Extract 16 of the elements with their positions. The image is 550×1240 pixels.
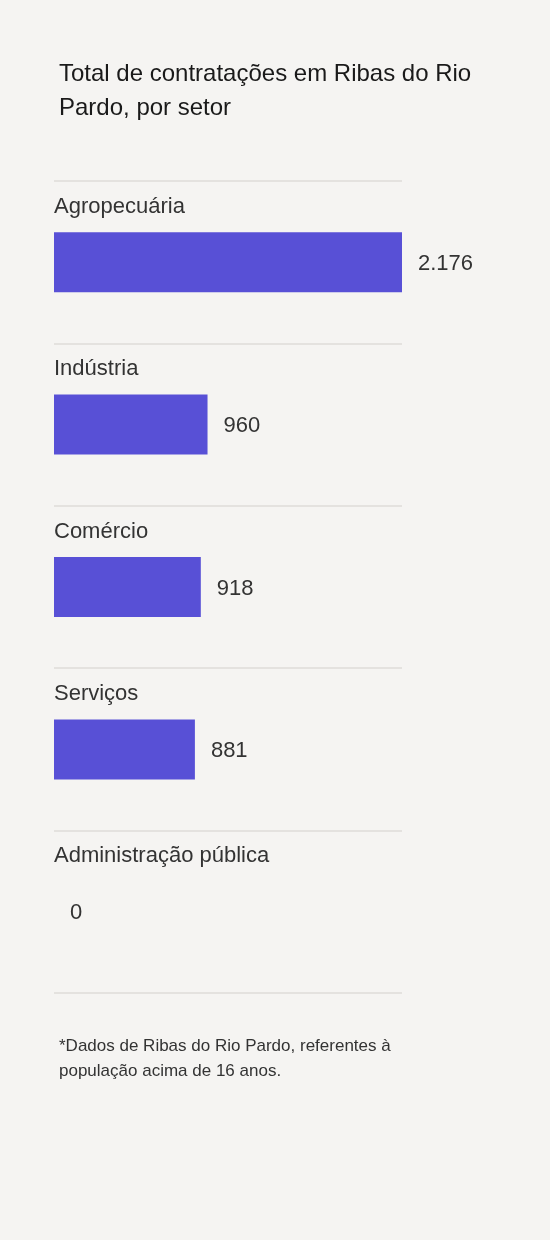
data-label: 0 xyxy=(70,899,83,925)
data-label: 2.176 xyxy=(418,249,474,275)
y-tick-label: Comércio xyxy=(54,517,149,543)
bar xyxy=(54,232,402,293)
y-tick-label: Indústria xyxy=(54,355,140,381)
chart-title: Total de contratações em Ribas do Rio Pardo, por setor xyxy=(59,58,478,120)
bar xyxy=(54,557,201,617)
bar xyxy=(54,719,195,780)
bar xyxy=(54,394,208,455)
data-label: 918 xyxy=(216,574,254,600)
y-tick-label: Serviços xyxy=(54,679,139,705)
y-tick-label: Agropecuária xyxy=(54,192,186,218)
text: *Dados de Ribas do Rio Pardo, referentes à população acima de 16 anos. xyxy=(59,1036,396,1080)
y-tick-label: Administração pública xyxy=(54,842,270,868)
data-label: 881 xyxy=(210,736,248,762)
data-label: 960 xyxy=(223,412,261,438)
